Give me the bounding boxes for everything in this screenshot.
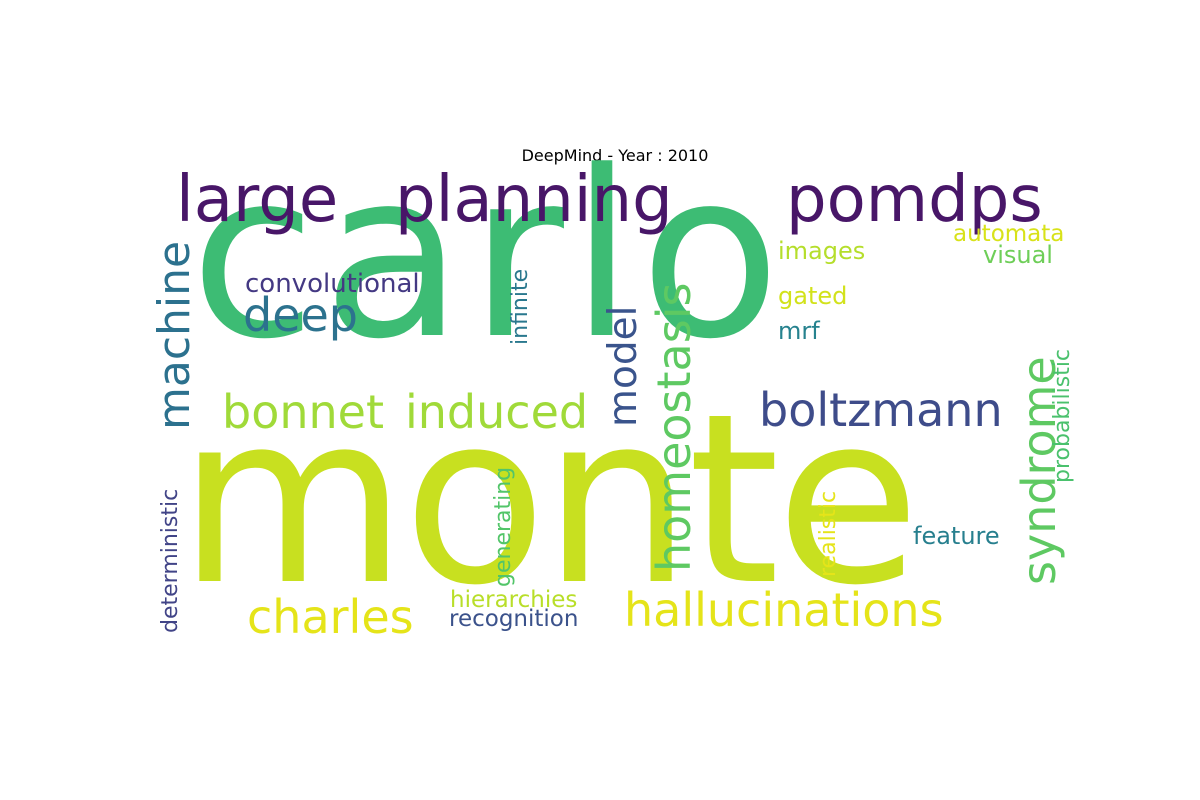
word-deterministic: deterministic [158,488,183,633]
word-generating: generating [491,466,516,587]
word-convolutional: convolutional [245,269,420,299]
word-induced: induced [405,385,589,439]
word-realistic: realistic [816,490,841,577]
word-images: images [778,237,866,265]
word-mrf: mrf [778,317,820,345]
word-pomdps: pomdps [786,163,1043,237]
word-planning: planning [395,163,673,237]
word-infinite: infinite [508,268,533,345]
word-hierarchies: hierarchies [450,587,578,613]
word-gated: gated [778,282,848,310]
word-machine: machine [149,240,200,430]
word-hallucinations: hallucinations [624,583,944,637]
word-feature: feature [913,522,1000,550]
word-visual: visual [983,241,1053,269]
word-probabilistic: probabilistic [1050,348,1075,483]
word-carlo: carlo [190,123,787,390]
word-monte: monte [178,364,920,637]
word-homeostasis: homeostasis [647,282,701,572]
word-deep: deep [243,288,358,342]
chart-title: DeepMind - Year : 2010 [521,146,709,165]
word-model: model [601,305,646,427]
word-large: large [176,163,339,237]
word-recognition: recognition [449,606,579,632]
word-charles: charles [247,590,414,644]
word-boltzmann: boltzmann [759,383,1003,437]
word-automata: automata [953,221,1065,247]
word-bonnet: bonnet [222,385,384,439]
